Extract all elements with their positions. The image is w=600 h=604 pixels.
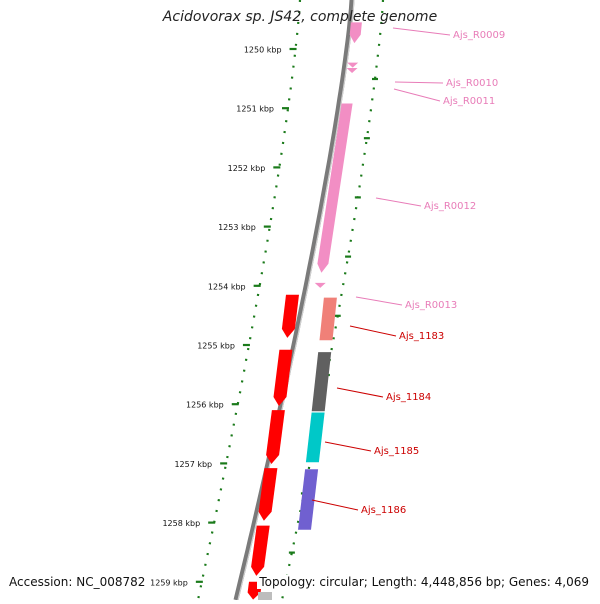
orf-arrow bbox=[266, 410, 285, 464]
scale-tick-label: 1256 kbp bbox=[186, 401, 224, 410]
feature-leader-line bbox=[393, 88, 441, 102]
rna-marker bbox=[346, 67, 358, 73]
feature-leader-line bbox=[336, 387, 384, 398]
rna-marker bbox=[347, 62, 359, 68]
scale-tick-label: 1259 kbp bbox=[150, 578, 188, 587]
feature-label: Ajs_R0010 bbox=[446, 78, 498, 89]
feature-label: Ajs_1184 bbox=[386, 392, 431, 403]
feature-label: Ajs_R0012 bbox=[424, 201, 476, 212]
orf-arrow bbox=[281, 294, 299, 338]
feature-label: Ajs_R0011 bbox=[443, 96, 495, 107]
orf-arrow bbox=[258, 468, 278, 521]
gene-feature bbox=[298, 469, 319, 530]
genome-summary: Topology: circular; Length: 4,448,856 bp… bbox=[257, 575, 591, 589]
feature-label: Ajs_1183 bbox=[399, 331, 444, 342]
gene-feature bbox=[319, 297, 337, 341]
feature-leader-line bbox=[349, 325, 397, 337]
backbone-track bbox=[233, 0, 355, 601]
scale-tick-label: 1258 kbp bbox=[162, 519, 200, 528]
feature-leader-line bbox=[392, 27, 451, 36]
gene-feature bbox=[311, 352, 332, 412]
feature-label: Ajs_1185 bbox=[374, 446, 419, 457]
accession-label: Accession: NC_008782 bbox=[7, 575, 148, 589]
scale-tick-label: 1254 kbp bbox=[208, 282, 246, 291]
feature-leader-line bbox=[311, 499, 359, 511]
orf-arrow bbox=[251, 525, 270, 576]
scale-tick-label: 1253 kbp bbox=[218, 223, 256, 232]
gene-feature bbox=[305, 412, 325, 463]
scale-tick-label: 1257 kbp bbox=[174, 460, 212, 469]
feature-leader-line bbox=[355, 296, 403, 306]
feature-leader-line bbox=[394, 81, 444, 84]
gray-feature-remnant bbox=[258, 592, 272, 600]
feature-leader-line bbox=[375, 197, 422, 207]
orf-arrow bbox=[273, 349, 293, 406]
scale-tick-label: 1255 kbp bbox=[197, 342, 235, 351]
rna-feature bbox=[349, 22, 362, 44]
rna-feature bbox=[317, 103, 353, 273]
feature-label: Ajs_R0009 bbox=[453, 30, 505, 41]
feature-label: Ajs_1186 bbox=[361, 505, 406, 516]
map-title: Acidovorax sp. JS42, complete genome bbox=[162, 9, 438, 25]
scale-tick-label: 1250 kbp bbox=[244, 46, 282, 55]
rna-marker bbox=[314, 282, 326, 288]
feature-label: Ajs_R0013 bbox=[405, 300, 457, 311]
scale-tick-label: 1251 kbp bbox=[236, 105, 274, 114]
scale-tick-label: 1252 kbp bbox=[228, 164, 266, 173]
scale-dotted-track bbox=[196, 0, 302, 601]
feature-leader-line bbox=[324, 441, 372, 452]
